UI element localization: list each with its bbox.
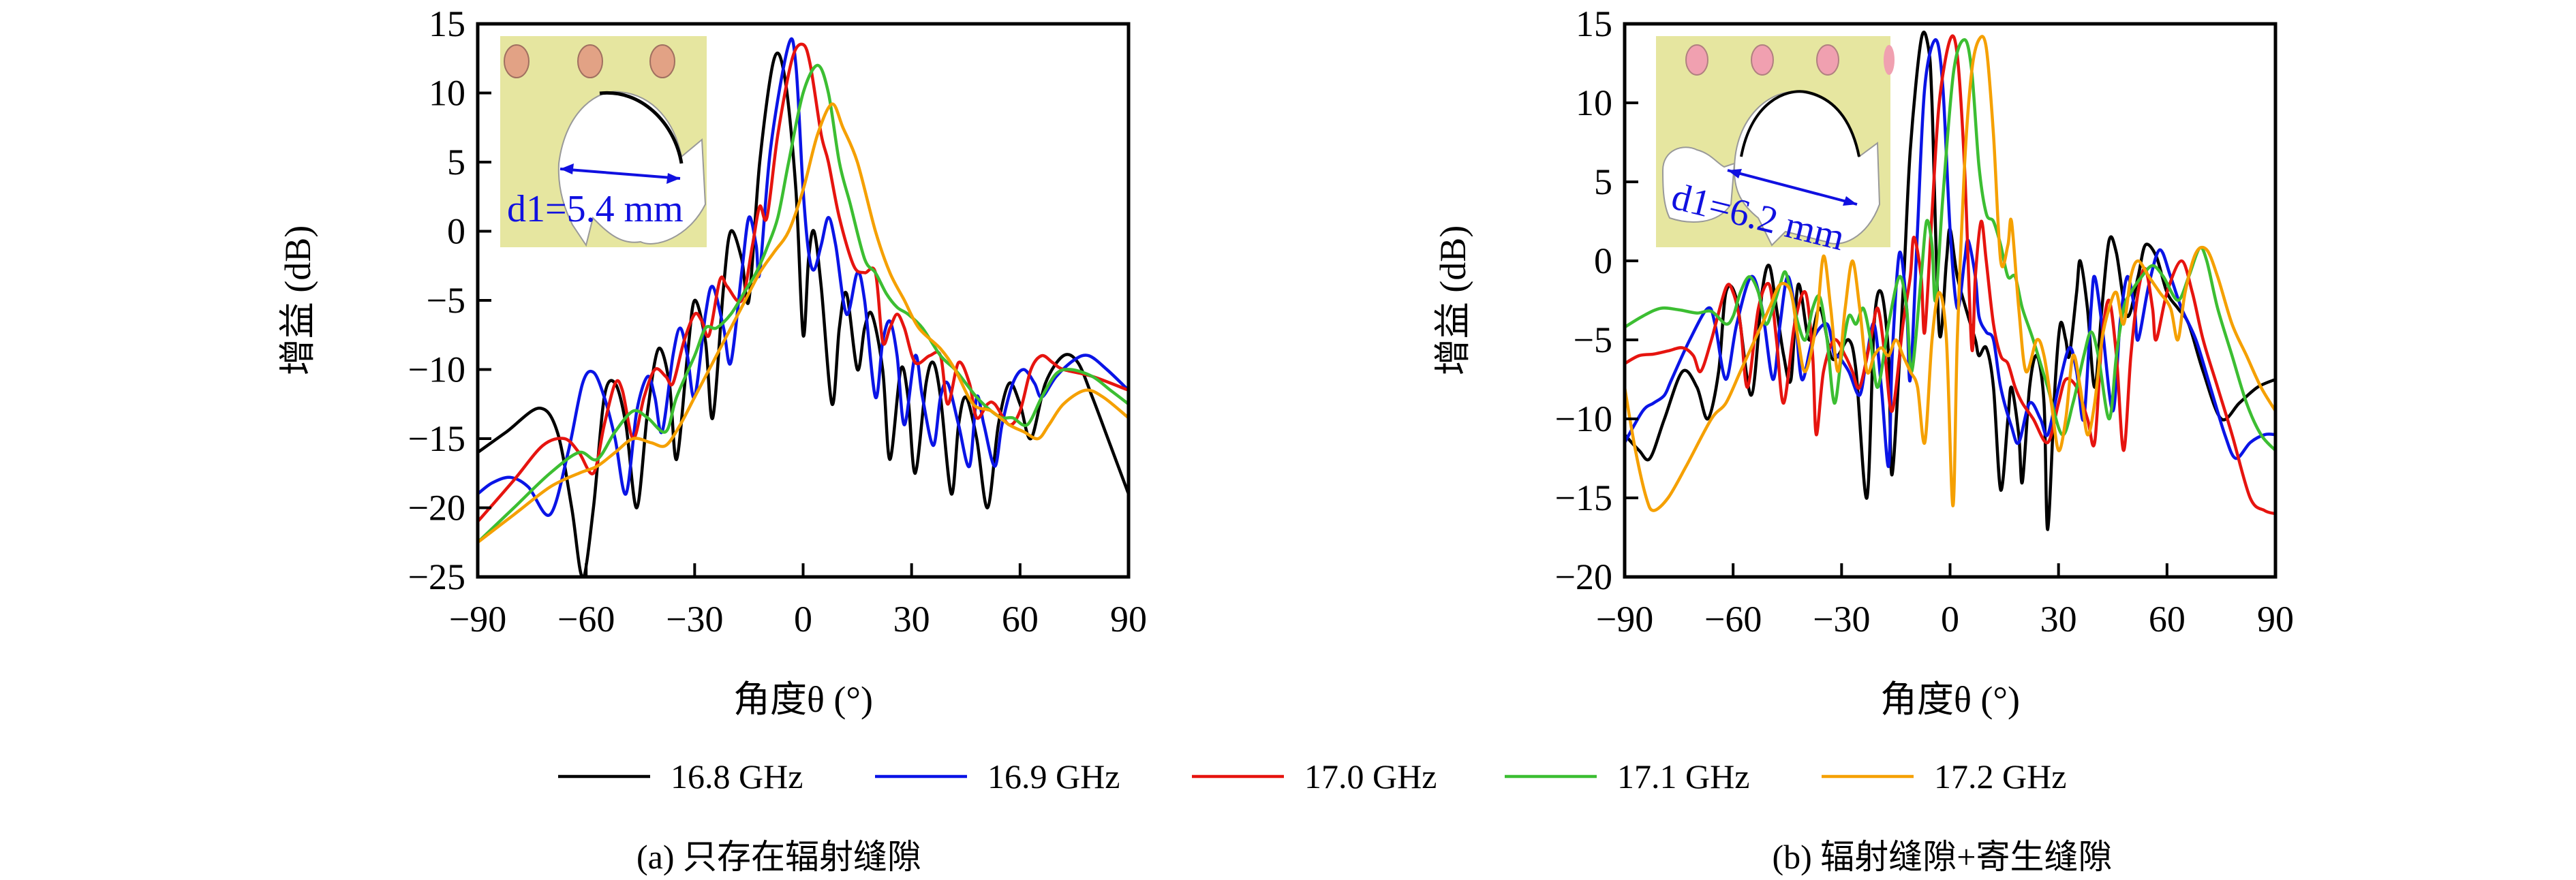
x-tick-label: 60 [1002,599,1039,640]
inset-image-a: d1=5.4 mm [500,36,707,247]
legend-item: 16.8 GHz [558,757,803,796]
x-tick-label: 90 [1110,599,1147,640]
x-tick-label: 90 [2257,599,2294,640]
inset-label-a: d1=5.4 mm [507,188,684,230]
caption-a: (a) 只存在辐射缝隙 [637,838,921,876]
y-tick-label: −20 [1555,556,1612,597]
legend-item: 16.9 GHz [875,757,1120,796]
series-group [1625,31,2275,531]
y-tick-label: −5 [427,280,465,321]
y-tick-label: −5 [1574,319,1612,360]
y-tick-label: 10 [429,73,465,114]
x-tick-label: −30 [666,599,723,640]
y-tick-label: 10 [1576,82,1612,123]
legend-item: 17.0 GHz [1192,757,1437,796]
legend-item: 17.2 GHz [1822,757,2066,796]
x-tick-label: −30 [1813,599,1870,640]
legend-label: 17.2 GHz [1934,757,2066,796]
series-line-16-9-ghz [1625,37,2275,468]
y-tick-label: 0 [447,211,465,252]
legend: 16.8 GHz 16.9 GHz 17.0 GHz 17.1 GHz 17.2 GHz [558,757,2066,796]
y-tick-label: 15 [429,3,465,44]
x-tick-label: −60 [1704,599,1762,640]
y-tick-label: 15 [1576,3,1612,44]
x-tick-label: 30 [2040,599,2077,640]
series-line-17-2-ghz [478,102,1129,544]
x-axis-label: 角度θ (°) [1880,679,2020,720]
y-tick-label: −15 [1555,477,1612,518]
series-line-16-8-ghz [1625,31,2275,531]
legend-label: 17.1 GHz [1617,757,1749,796]
legend-label: 16.8 GHz [671,757,803,796]
legend-item: 17.1 GHz [1505,757,1749,796]
x-tick-label: 0 [1941,599,1959,640]
subplot-a: −90 −60 −30 0 30 60 90 15 10 5 0 −5 −10 −15 −20 −25 角度θ … [277,3,1147,720]
y-tick-label: −10 [1555,398,1612,439]
legend-label: 16.9 GHz [987,757,1120,796]
x-tick-label: −90 [449,599,506,640]
x-axis-label: 角度θ (°) [733,679,873,720]
x-tick-label: 60 [2149,599,2186,640]
y-tick-label: −25 [408,556,465,597]
y-tick-label: 0 [1594,240,1612,281]
y-tick-label: 5 [1594,161,1612,202]
y-tick-label: −10 [408,349,465,390]
caption-b: (b) 辐射缝隙+寄生缝隙 [1773,838,2113,876]
series-group [478,37,1129,577]
inset-image-b: d1=6.2 mm [1656,36,1895,259]
y-tick-label: −15 [408,418,465,459]
subplot-b: −90 −60 −30 0 30 60 90 15 10 5 0 −5 −10 −15 −20 角度θ (°)… [1432,3,2294,720]
x-tick-label: −90 [1596,599,1653,640]
y-tick-label: 5 [447,142,465,183]
series-line-17-0-ghz [1625,34,2275,516]
y-axis-label: 增益 (dB) [277,225,318,375]
y-axis-label: 增益 (dB) [1432,225,1473,375]
legend-label: 17.0 GHz [1304,757,1437,796]
x-tick-label: 0 [794,599,812,640]
series-line-17-2-ghz [1625,35,2275,512]
y-tick-label: −20 [408,488,465,529]
x-tick-label: −60 [557,599,615,640]
x-tick-label: 30 [893,599,930,640]
